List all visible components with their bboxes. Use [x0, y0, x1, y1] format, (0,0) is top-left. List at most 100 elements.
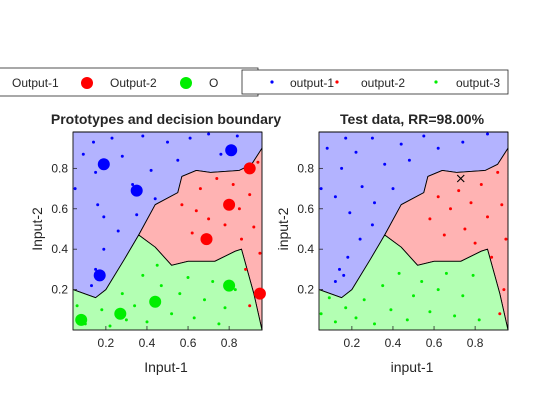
- data-point-output-2: [479, 183, 483, 186]
- data-point-output-2: [504, 237, 508, 241]
- data-point-output-2: [215, 177, 219, 180]
- data-point-output-1: [166, 140, 169, 144]
- y-tick-label: 0.4: [51, 242, 68, 256]
- legend-entry-3-marker: [180, 77, 192, 89]
- prototype-output-1: [93, 269, 106, 282]
- data-point-output-2: [190, 231, 194, 235]
- legend-entry-1-marker: [270, 80, 274, 84]
- data-point-output-2: [473, 241, 477, 245]
- data-point-output-2: [237, 207, 241, 211]
- region-output-3: [318, 234, 509, 331]
- data-point-output-1: [81, 152, 85, 156]
- legend-entry-3-label: output-3: [456, 76, 500, 90]
- data-point-output-3: [461, 294, 465, 298]
- data-point-output-3: [319, 312, 323, 316]
- data-point-output-3: [211, 280, 215, 283]
- plot-test-data: 0.2 0.4 0.6 0.8 0.2 0.4 0.6 0.8 Test data, RR=9…: [275, 111, 509, 375]
- plot-prototypes: 0.2 0.4 0.6 0.8 0.2 0.4 0.6 0.8 Prototypes and …: [29, 111, 281, 375]
- data-point-output-1: [354, 150, 358, 154]
- prototype-output-1: [225, 144, 238, 157]
- data-point-output-2: [496, 170, 500, 174]
- data-point-output-1: [340, 166, 344, 170]
- data-point-output-3: [397, 271, 401, 275]
- prototype-markers: [75, 144, 266, 326]
- plot-title: Prototypes and decision boundary: [51, 111, 281, 127]
- data-point-output-2: [442, 233, 446, 237]
- data-point-output-3: [75, 304, 79, 308]
- data-point-output-1: [333, 195, 337, 199]
- legend-entry-1-label: Output-1: [12, 76, 59, 90]
- data-point-output-1: [436, 146, 440, 150]
- data-point-output-3: [192, 316, 196, 320]
- data-point-output-2: [502, 288, 506, 292]
- data-point-output-1: [102, 215, 106, 219]
- data-point-output-3: [141, 273, 145, 277]
- data-point-output-1: [325, 146, 329, 150]
- data-point-output-1: [153, 197, 157, 201]
- data-point-output-3: [471, 273, 475, 277]
- data-point-output-3: [354, 316, 358, 320]
- decision-regions: [318, 131, 509, 331]
- prototype-output-1: [97, 158, 110, 171]
- data-point-output-1: [346, 255, 350, 259]
- prototype-output-3: [75, 313, 88, 326]
- data-point-output-1: [399, 142, 403, 146]
- data-point-output-2: [463, 227, 467, 231]
- prototype-output-2: [223, 198, 236, 211]
- prototype-output-2: [253, 287, 266, 300]
- data-point-output-2: [248, 304, 252, 308]
- data-point-output-1: [120, 154, 124, 158]
- data-point-output-1: [219, 152, 223, 156]
- prototype-output-2: [200, 233, 213, 246]
- x-tick-label: 0.2: [98, 336, 115, 350]
- data-point-output-3: [362, 298, 366, 302]
- y-tick-label: 0.6: [51, 202, 68, 216]
- data-point-output-1: [407, 158, 411, 162]
- data-point-output-1: [94, 267, 98, 271]
- legend-entry-2-marker: [335, 80, 339, 84]
- data-point-output-2: [194, 209, 198, 213]
- data-point-output-1: [486, 132, 489, 136]
- data-point-output-2: [207, 217, 211, 221]
- data-point-output-1: [131, 183, 135, 186]
- test-points: [319, 132, 508, 326]
- y-tick-label: 0.6: [297, 202, 314, 216]
- data-point-output-3: [100, 308, 104, 312]
- legend-entry-2-label: output-2: [361, 76, 405, 90]
- data-point-output-1: [461, 140, 465, 144]
- data-point-output-3: [159, 284, 163, 288]
- data-point-output-1: [149, 168, 153, 172]
- legend-entry-3-label: O: [209, 76, 218, 90]
- tick-marks: 0.2 0.4 0.6 0.8 0.2 0.4 0.6 0.8: [297, 161, 483, 350]
- legend-entry-2-label: Output-2: [110, 76, 157, 90]
- data-point-output-1: [319, 187, 323, 191]
- data-point-output-2: [244, 267, 248, 271]
- data-point-output-1: [373, 201, 376, 205]
- data-point-output-3: [428, 310, 432, 314]
- data-point-output-1: [73, 187, 77, 191]
- data-point-output-2: [198, 187, 202, 191]
- data-point-output-3: [120, 292, 124, 296]
- data-point-output-1: [102, 247, 106, 251]
- x-tick-label: 0.4: [385, 336, 402, 350]
- data-point-output-2: [500, 203, 504, 207]
- data-point-output-3: [389, 308, 393, 312]
- data-point-output-3: [133, 304, 137, 308]
- x-tick-label: 0.6: [426, 336, 443, 350]
- data-point-output-3: [233, 288, 237, 292]
- data-point-output-2: [428, 217, 432, 221]
- prototype-output-3: [223, 279, 236, 292]
- data-point-output-2: [498, 312, 502, 316]
- decision-regions: [72, 131, 263, 331]
- y-tick-label: 0.4: [297, 242, 314, 256]
- data-point-output-3: [333, 320, 337, 324]
- data-point-output-3: [373, 322, 376, 326]
- data-point-output-3: [412, 294, 415, 298]
- x-tick-label: 0.8: [467, 336, 484, 350]
- data-point-output-1: [135, 213, 139, 217]
- data-point-output-1: [370, 136, 374, 140]
- data-point-output-2: [258, 251, 262, 255]
- data-point-output-1: [338, 267, 341, 271]
- data-point-output-3: [327, 296, 331, 300]
- data-point-output-3: [405, 318, 409, 322]
